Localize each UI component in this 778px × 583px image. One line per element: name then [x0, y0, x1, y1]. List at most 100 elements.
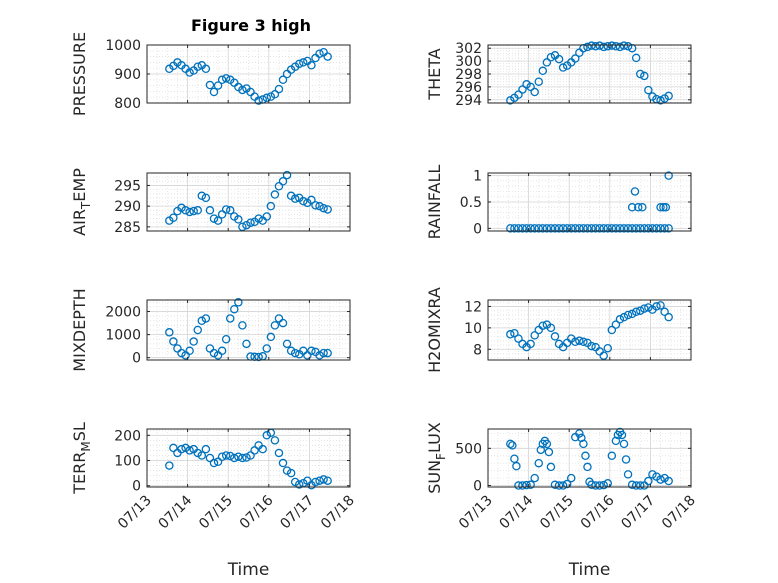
data-point [262, 93, 272, 103]
data-point [575, 224, 584, 233]
data-point [607, 41, 617, 50]
y-tick-label: 0 [132, 479, 141, 495]
data-point [583, 462, 592, 472]
data-point [205, 206, 215, 215]
data-point [319, 475, 328, 484]
x-tick-label: 07/18 [659, 493, 699, 533]
data-point [664, 224, 673, 233]
data-point [534, 458, 544, 468]
y-tick-label: 1 [473, 169, 482, 185]
data-point [648, 470, 657, 479]
data-series [165, 170, 332, 232]
subplot-sun-flux: 0 500 07/13 07/14 07/15 07/16 07/17 07/18 Time SU… [425, 422, 699, 580]
data-point [627, 224, 637, 233]
data-point [221, 451, 231, 460]
data-point [209, 214, 219, 223]
data-point [603, 42, 613, 51]
y-tick-label: 285 [114, 220, 141, 236]
data-point [323, 205, 332, 214]
data-series [165, 298, 332, 362]
data-point [282, 339, 292, 349]
y-axis-label-main: THETA [425, 48, 444, 100]
data-point [633, 203, 643, 212]
data-point [238, 222, 247, 232]
data-point [323, 52, 332, 61]
data-point [558, 224, 568, 233]
y-tick-label: 1000 [105, 328, 141, 344]
data-point [534, 77, 544, 86]
y-axis-label: TERRMSL [70, 422, 93, 495]
data-point [278, 177, 288, 186]
data-point [619, 41, 629, 50]
y-tick-label: 300 [455, 54, 482, 70]
y-axis-label: SUNFLUX [425, 422, 448, 494]
data-point [315, 201, 324, 211]
y-axis-label-main: TERR [70, 452, 89, 495]
data-series [506, 427, 673, 490]
data-point [623, 470, 633, 479]
data-point [615, 42, 625, 52]
data-point [217, 210, 227, 219]
y-axis-label-main: H2OMIXRA [425, 287, 444, 373]
data-point [238, 321, 247, 330]
data-point [518, 224, 527, 233]
data-point [599, 351, 608, 360]
axes-box [146, 172, 351, 232]
data-point [636, 306, 645, 315]
data-point [544, 447, 554, 457]
data-point [197, 316, 207, 326]
data-point [664, 476, 673, 486]
x-tick-label: 07/16 [237, 492, 277, 532]
data-point [242, 339, 251, 349]
data-point [534, 224, 544, 233]
data-point [254, 352, 263, 362]
y-tick-label: 294 [455, 93, 482, 109]
data-point [258, 444, 267, 454]
data-point [242, 453, 251, 462]
y-axis-label-main: SUN [425, 460, 444, 494]
data-point [311, 477, 320, 487]
data-point [254, 214, 263, 223]
y-axis-label-rest: SL [70, 422, 89, 441]
data-point [660, 224, 669, 233]
data-point [213, 81, 223, 90]
data-point [225, 206, 235, 215]
data-point [571, 54, 580, 63]
data-point [542, 439, 552, 449]
data-point [323, 476, 332, 485]
data-point [644, 85, 653, 95]
data-point [201, 193, 211, 203]
data-point [506, 439, 515, 449]
data-point [640, 224, 649, 233]
y-tick-label: 290 [114, 199, 141, 215]
data-point [554, 481, 564, 490]
data-point [619, 312, 629, 322]
data-point [311, 201, 320, 210]
data-point [546, 462, 556, 472]
data-point [587, 224, 596, 233]
data-point [644, 303, 653, 312]
data-point [546, 52, 556, 62]
data-point [165, 461, 174, 470]
data-point [627, 309, 637, 319]
data-point [510, 328, 519, 338]
x-axis-label: Time [568, 560, 611, 580]
data-point [286, 468, 296, 478]
data-point [631, 53, 641, 63]
y-tick-label: 0 [473, 479, 482, 495]
data-point [506, 224, 515, 233]
data-point [197, 191, 207, 201]
data-point [169, 443, 178, 453]
axis-ticks [146, 44, 351, 104]
data-point [205, 80, 215, 90]
data-point [189, 206, 198, 216]
data-point [640, 304, 649, 313]
data-point [546, 323, 556, 333]
data-point [659, 203, 668, 212]
data-point [185, 346, 194, 356]
data-point [611, 224, 621, 233]
subplot-pressure: 800 900 1000 PRESSURE [70, 32, 351, 116]
subplot-rainfall: 0 0.5 1 RAINFALL [425, 165, 692, 239]
data-point [538, 321, 548, 330]
data-point [514, 334, 523, 343]
